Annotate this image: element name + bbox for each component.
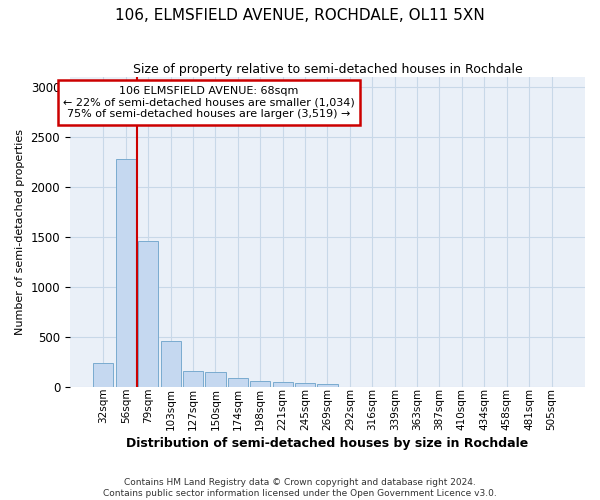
Bar xyxy=(183,370,203,386)
Title: Size of property relative to semi-detached houses in Rochdale: Size of property relative to semi-detach… xyxy=(133,62,523,76)
Bar xyxy=(250,381,271,386)
Bar xyxy=(272,382,293,386)
Bar xyxy=(295,382,315,386)
Y-axis label: Number of semi-detached properties: Number of semi-detached properties xyxy=(15,128,25,334)
Text: Contains HM Land Registry data © Crown copyright and database right 2024.
Contai: Contains HM Land Registry data © Crown c… xyxy=(103,478,497,498)
Bar xyxy=(94,362,113,386)
Bar xyxy=(317,384,338,386)
Text: 106, ELMSFIELD AVENUE, ROCHDALE, OL11 5XN: 106, ELMSFIELD AVENUE, ROCHDALE, OL11 5X… xyxy=(115,8,485,22)
X-axis label: Distribution of semi-detached houses by size in Rochdale: Distribution of semi-detached houses by … xyxy=(127,437,529,450)
Bar xyxy=(116,158,136,386)
Bar xyxy=(228,378,248,386)
Bar xyxy=(138,240,158,386)
Text: 106 ELMSFIELD AVENUE: 68sqm
← 22% of semi-detached houses are smaller (1,034)
75: 106 ELMSFIELD AVENUE: 68sqm ← 22% of sem… xyxy=(63,86,355,119)
Bar xyxy=(161,340,181,386)
Bar xyxy=(205,372,226,386)
